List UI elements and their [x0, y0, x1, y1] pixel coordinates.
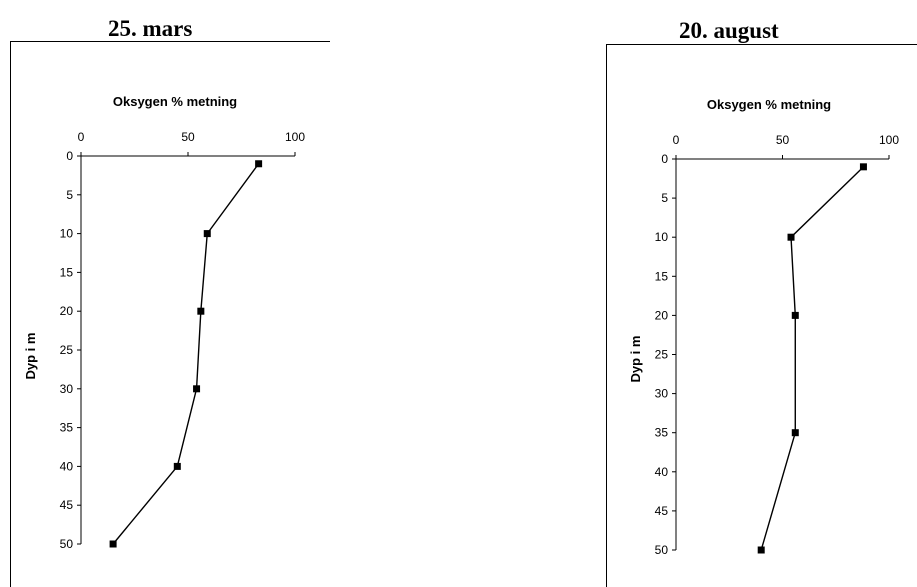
y-tick-label-august: 20 [655, 308, 669, 322]
chart-panel-march: Oksygen % metning 0 50 100 0 5 10 15 20 25 30 35 40 4… [10, 41, 330, 587]
series-line-august [760, 166, 864, 551]
chart-title-august: 20. august [679, 18, 779, 43]
y-tick-label-march: 10 [60, 227, 74, 241]
y-tick-label-march: 35 [60, 421, 74, 435]
data-point-august [787, 233, 795, 241]
y-tick-label-august: 30 [655, 387, 669, 401]
y-tick-label-august: 40 [655, 465, 669, 479]
y-tick-label-august: 25 [655, 348, 669, 362]
chart-frame-march [10, 41, 330, 587]
x-axis-title-march: Oksygen % metning [113, 94, 237, 109]
y-tick-label-march: 50 [60, 537, 74, 551]
data-point-march [203, 230, 211, 238]
data-point-march [193, 385, 201, 393]
y-tick-label-august: 45 [655, 504, 669, 518]
x-axis-title-august: Oksygen % metning [707, 97, 831, 112]
data-point-march [173, 462, 181, 470]
y-tick-label-march: 25 [60, 343, 74, 357]
y-tick-label-august: 15 [655, 269, 669, 283]
x-tick-label-august: 50 [776, 133, 790, 147]
data-point-august [859, 163, 867, 171]
data-point-august [757, 546, 765, 554]
data-point-march [197, 307, 205, 315]
y-tick-label-march: 40 [60, 459, 74, 473]
chart-frame-august [606, 44, 917, 587]
chart-panel-august: Oksygen % metning 0 50 100 0 5 10 15 20 25 30 35 40 4… [606, 44, 917, 587]
x-tick-label-march: 0 [78, 130, 85, 144]
data-point-march [255, 160, 263, 168]
chart-title-march: 25. mars [108, 16, 193, 41]
y-tick-label-august: 50 [655, 543, 669, 557]
x-tick-label-march: 100 [285, 130, 305, 144]
chart-svg-august: Oksygen % metning 0 50 100 0 5 10 15 20 25 30 35 40 4… [606, 44, 917, 587]
data-point-march [109, 540, 117, 548]
series-line-march [112, 163, 260, 545]
chart-svg-march: Oksygen % metning 0 50 100 0 5 10 15 20 25 30 35 40 4… [10, 41, 330, 587]
y-tick-label-march: 20 [60, 304, 74, 318]
y-tick-label-march: 0 [66, 149, 73, 163]
y-tick-label-march: 45 [60, 498, 74, 512]
x-tick-label-august: 0 [673, 133, 680, 147]
x-tick-label-august: 100 [879, 133, 899, 147]
y-tick-label-august: 5 [661, 191, 668, 205]
y-tick-label-august: 35 [655, 426, 669, 440]
y-axis-title-august: Dyp i m [628, 336, 643, 383]
y-axis-title-march: Dyp i m [23, 333, 38, 380]
y-tick-label-august: 0 [661, 152, 668, 166]
y-tick-label-march: 5 [66, 188, 73, 202]
data-point-august [791, 429, 799, 437]
x-tick-label-march: 50 [181, 130, 195, 144]
y-tick-label-march: 30 [60, 382, 74, 396]
y-tick-label-march: 15 [60, 265, 74, 279]
data-point-august [791, 311, 799, 319]
y-tick-label-august: 10 [655, 230, 669, 244]
